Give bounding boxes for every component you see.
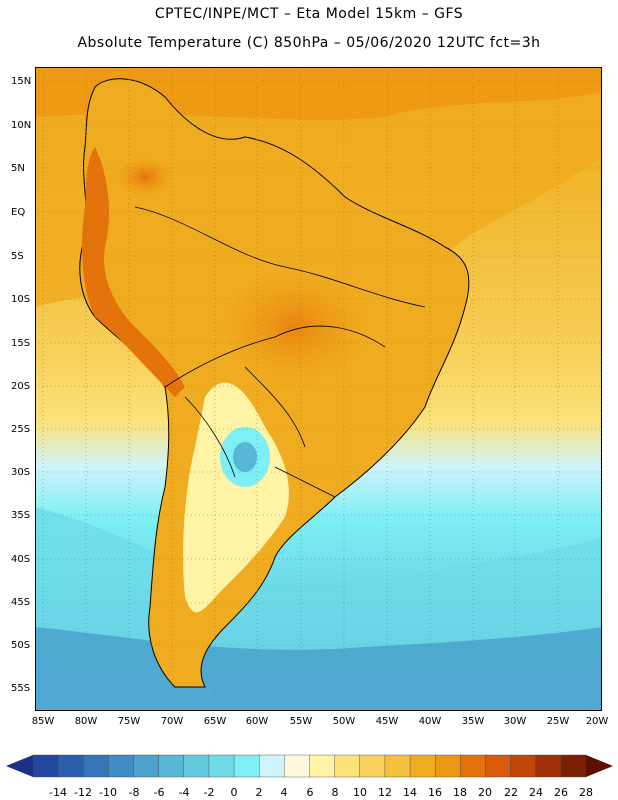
lon-label: 80W <box>74 716 98 727</box>
map-frame <box>35 67 602 711</box>
lat-label: 5N <box>11 163 25 174</box>
colorbar-label: 2 <box>255 786 263 799</box>
colorbar-swatch <box>485 754 512 778</box>
colorbar-label: 6 <box>306 786 314 799</box>
colorbar-swatch <box>233 754 260 778</box>
lon-label: 85W <box>31 716 55 727</box>
colorbar-label: 20 <box>478 786 492 799</box>
colorbar-label: -12 <box>74 786 92 799</box>
colorbar-low-arrow <box>6 755 33 777</box>
colorbar-swatch <box>384 754 411 778</box>
lon-label: 30W <box>503 716 527 727</box>
colorbar-swatch <box>108 754 135 778</box>
lat-label: 45S <box>11 597 31 608</box>
country-borders <box>134 206 426 498</box>
colorbar-label: 10 <box>353 786 367 799</box>
colorbar-label: 18 <box>453 786 467 799</box>
lon-label: 50W <box>332 716 356 727</box>
lon-label: 65W <box>203 716 227 727</box>
lat-label: EQ <box>11 207 26 218</box>
colorbar-swatch <box>183 754 210 778</box>
lat-label: 10N <box>11 120 32 131</box>
colorbar-label: 8 <box>331 786 339 799</box>
lat-label: 10S <box>11 294 31 305</box>
colorbar-label: 16 <box>428 786 442 799</box>
colorbar-swatch <box>359 754 386 778</box>
colorbar-label: -10 <box>99 786 117 799</box>
lat-label: 40S <box>11 554 31 565</box>
colorbar-swatch <box>259 754 285 778</box>
colorbar-swatch <box>208 754 235 778</box>
central-brazil-warm-area <box>215 267 375 387</box>
lon-label: 45W <box>375 716 399 727</box>
colorbar-label: 14 <box>403 786 417 799</box>
colorbar-label: -4 <box>178 786 190 799</box>
colorbar-label: 0 <box>230 786 238 799</box>
colorbar-swatch <box>334 754 361 778</box>
lat-label: 30S <box>11 467 31 478</box>
colorbar-label: -14 <box>49 786 67 799</box>
colorbar-label: 4 <box>280 786 288 799</box>
lon-label: 20W <box>585 716 609 727</box>
northwest-hotspot <box>115 157 175 197</box>
colorbar-label: 22 <box>504 786 518 799</box>
lon-label: 70W <box>160 716 184 727</box>
lon-label: 55W <box>289 716 313 727</box>
argentina-coldest-pocket <box>233 442 257 472</box>
colorbar-label: 12 <box>378 786 392 799</box>
colorbar-high-arrow <box>586 755 613 777</box>
colorbar-boxes <box>32 754 587 778</box>
colorbar-label: -8 <box>128 786 140 799</box>
map-title-line-2: Absolute Temperature (C) 850hPa – 05/06/… <box>77 35 541 51</box>
colorbar-label: -6 <box>153 786 165 799</box>
map-title-line-1: CPTEC/INPE/MCT – Eta Model 15km – GFS <box>154 6 464 22</box>
colorbar-swatch <box>284 754 310 778</box>
lat-label: 25S <box>11 424 31 435</box>
lat-label: 20S <box>11 381 31 392</box>
lat-label: 15N <box>11 76 32 87</box>
lat-label: 55S <box>11 683 31 694</box>
lat-label: 5S <box>11 251 24 262</box>
lon-label: 35W <box>461 716 485 727</box>
andes-warm-region <box>82 147 185 397</box>
colorbar-label: 26 <box>554 786 568 799</box>
colorbar-swatch <box>535 754 562 778</box>
colorbar-label: -2 <box>203 786 215 799</box>
colorbar-swatch <box>460 754 486 778</box>
lat-label: 15S <box>11 338 31 349</box>
lon-label: 75W <box>117 716 141 727</box>
lat-label: 35S <box>11 510 31 521</box>
colorbar-swatch <box>309 754 336 778</box>
colorbar-swatch <box>409 754 436 778</box>
colorbar-swatch <box>560 754 587 778</box>
colorbar-swatch <box>83 754 109 778</box>
colorbar-label: 28 <box>579 786 593 799</box>
colorbar-swatch <box>158 754 185 778</box>
colorbar-swatch <box>434 754 461 778</box>
northern-hot-band <box>35 67 602 120</box>
colorbar-swatch <box>57 754 84 778</box>
temperature-map-canvas <box>35 67 602 711</box>
colorbar-swatch <box>32 754 59 778</box>
lon-label: 25W <box>546 716 570 727</box>
temperature-map <box>35 67 602 711</box>
colorbar-swatch <box>510 754 537 778</box>
colorbar-label: 24 <box>529 786 543 799</box>
lon-label: 60W <box>245 716 269 727</box>
lon-label: 40W <box>418 716 442 727</box>
colorbar <box>6 754 613 778</box>
colorbar-swatch <box>133 754 160 778</box>
lat-label: 50S <box>11 640 31 651</box>
